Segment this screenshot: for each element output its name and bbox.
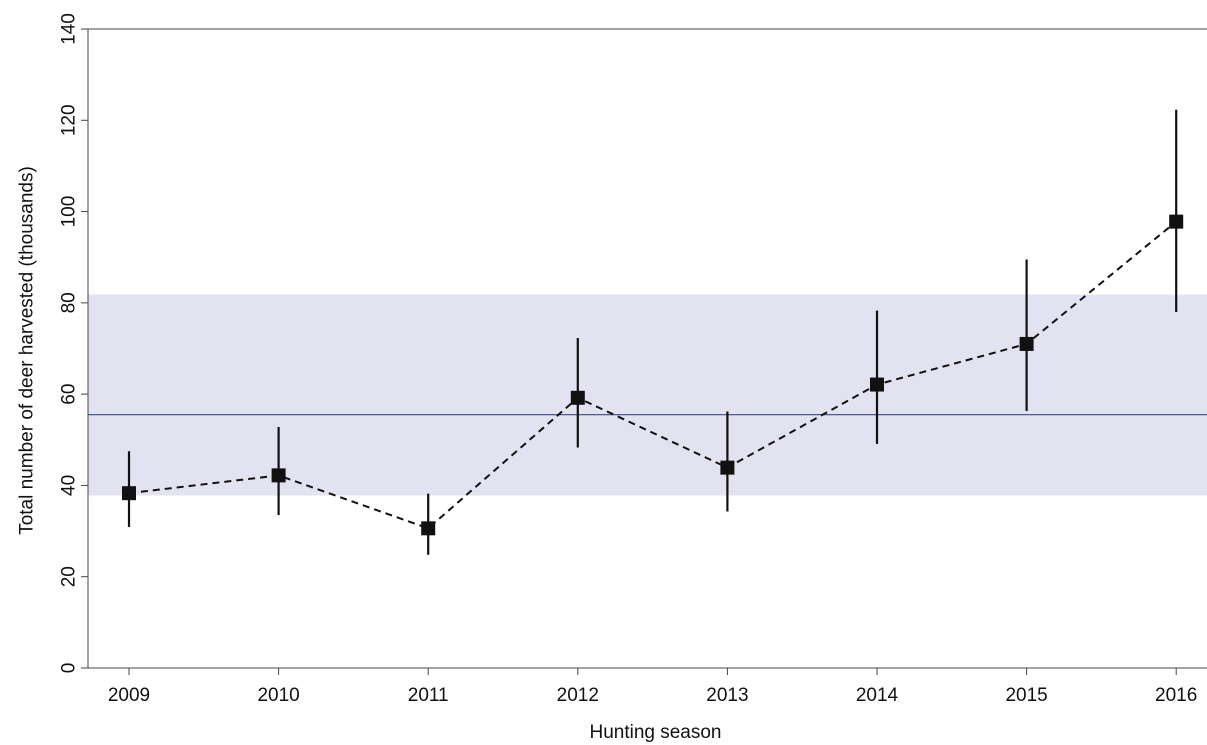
y-tick-label: 60 (59, 384, 80, 405)
data-point (1019, 336, 1034, 351)
x-tick-label: 2010 (257, 685, 299, 706)
axes: 0 20 40 60 80 100 120 140 2009 2010 2011 2012 2013 20… (59, 13, 1207, 706)
y-tick-label: 140 (59, 13, 80, 45)
y-tick-label: 80 (59, 292, 80, 313)
y-tick-label: 20 (59, 566, 80, 587)
x-axis-title: Hunting season (589, 722, 721, 743)
reference-band (88, 294, 1207, 496)
y-tick-label: 100 (59, 196, 80, 228)
series-line (128, 220, 1177, 530)
data-point (421, 521, 436, 536)
x-tick-label: 2011 (408, 685, 449, 706)
data-point (720, 460, 735, 475)
y-tick-label: 0 (59, 663, 80, 674)
reference-band-layer (88, 294, 1207, 496)
x-tick-label: 2014 (856, 685, 899, 706)
y-tick-label: 120 (59, 104, 80, 136)
x-tick-label: 2013 (706, 685, 748, 706)
series-layer (122, 109, 1184, 555)
data-point (870, 377, 884, 392)
data-point (271, 468, 286, 483)
data-point (122, 486, 136, 501)
x-tick-label: 2015 (1005, 685, 1047, 706)
y-axis-title: Total number of deer harvested (thousand… (17, 166, 38, 535)
x-tick-label: 2012 (557, 685, 599, 706)
x-tick-label: 2016 (1155, 685, 1197, 706)
data-point (570, 390, 585, 405)
y-tick-label: 40 (59, 475, 80, 496)
x-tick-label: 2009 (108, 685, 150, 706)
data-point (1169, 214, 1184, 229)
